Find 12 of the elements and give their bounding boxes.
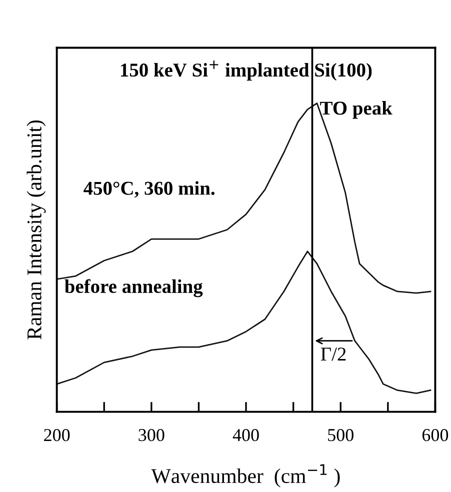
x-tick-label: 500 bbox=[328, 428, 354, 442]
annotation: Γ/2 bbox=[320, 348, 346, 361]
x-tick-label: 400 bbox=[232, 428, 259, 442]
x-tick-label: 300 bbox=[138, 428, 164, 442]
y-axis-title: Raman Intensity (arb.unit) bbox=[26, 120, 46, 340]
chart-title: 150 keV Si$^{+}$ implanted Si(100) bbox=[120, 60, 372, 81]
annotation: 450°C, 360 min. bbox=[84, 181, 214, 198]
annotation: before annealing bbox=[64, 279, 203, 298]
x-axis-title: Wavenumber (cm$^{−1}$ ) bbox=[151, 464, 340, 488]
x-tick-label: 600 bbox=[422, 428, 448, 442]
x-tick-label: 200 bbox=[44, 428, 70, 442]
ref-line-label: TO peak bbox=[320, 101, 392, 119]
